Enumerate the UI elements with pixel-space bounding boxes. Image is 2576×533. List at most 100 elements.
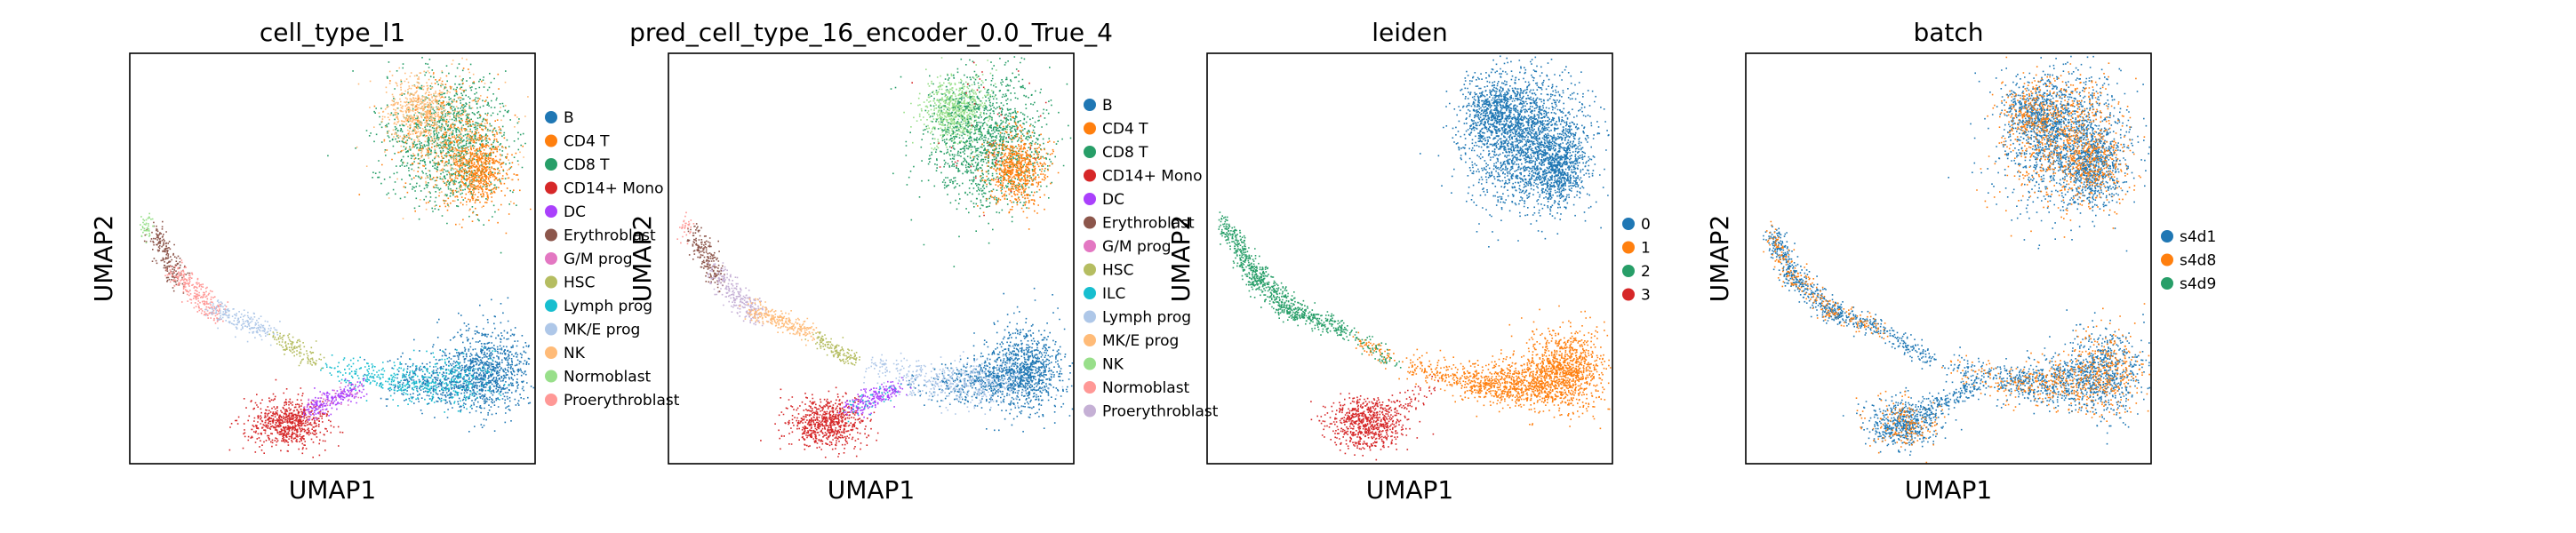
legend-marker — [1084, 404, 1096, 418]
legend-marker — [2161, 277, 2173, 290]
point-cloud-lymph-prog — [863, 352, 964, 411]
point-cloud-s4d8 — [1941, 354, 2033, 406]
legend-marker — [545, 111, 557, 123]
x-axis-label: UMAP1 — [289, 475, 377, 505]
legend-marker — [545, 205, 557, 218]
scatter-points — [676, 56, 1074, 458]
point-cloud-2 — [1354, 331, 1402, 369]
plot-frame — [129, 52, 536, 465]
legend-marker — [1084, 357, 1096, 370]
point-cloud-lymph-prog — [354, 347, 509, 413]
legend: s4d1 s4d8 s4d9 — [2161, 228, 2216, 293]
plot-frame — [1745, 52, 2152, 465]
legend-label: CD4 T — [564, 133, 610, 151]
point-cloud-normoblast — [676, 211, 695, 245]
legend-label: NK — [564, 345, 586, 362]
legend-marker — [545, 370, 557, 383]
legend: B CD4 T CD8 T CD14+ Mono DC Erythroblast G/M p… — [1084, 97, 1219, 421]
legend-marker — [545, 346, 557, 359]
scatter-points — [140, 57, 535, 458]
legend-label: G/M prog — [564, 251, 633, 268]
legend-label: NK — [1102, 356, 1124, 374]
legend-marker — [1084, 310, 1096, 323]
plot-frame — [1206, 52, 1613, 465]
point-cloud-2 — [1277, 295, 1356, 341]
point-cloud-s4d8 — [1971, 352, 2148, 413]
legend-marker — [1084, 193, 1096, 205]
panel-cell-type-l1: cell_type_l1 UMAP1 UMAP2 B CD4 T CD8 T CD14… — [89, 18, 680, 505]
point-cloud-cd8-t — [327, 57, 526, 254]
legend-label: ILC — [1102, 285, 1125, 303]
point-cloud-s4d1 — [1942, 346, 2036, 396]
legend-label: DC — [564, 203, 586, 221]
point-cloud-s4d1 — [1842, 386, 1963, 456]
legend-label: Lymph prog — [1102, 309, 1191, 327]
plot-frame — [668, 52, 1075, 465]
legend-marker — [545, 158, 557, 171]
point-cloud-mk-e-prog — [204, 299, 281, 346]
legend-marker — [1084, 169, 1096, 182]
y-axis-label: UMAP2 — [89, 215, 118, 303]
point-cloud-3 — [1386, 376, 1439, 417]
x-axis-label: UMAP1 — [1905, 475, 1993, 505]
legend-label: CD8 T — [564, 156, 610, 174]
legend-marker — [1084, 381, 1096, 394]
legend-label: Erythroblast — [1102, 215, 1195, 233]
panel-title: leiden — [1372, 18, 1448, 47]
legend-marker — [545, 252, 557, 265]
point-cloud-nk — [903, 57, 1011, 164]
legend-label: HSC — [564, 274, 595, 292]
legend-marker — [1622, 218, 1635, 230]
point-cloud-cd14-mono — [760, 386, 879, 458]
x-axis-label: UMAP1 — [828, 475, 916, 505]
point-cloud-s4d1 — [1881, 330, 1937, 370]
legend-marker — [545, 181, 557, 195]
legend-label: 1 — [1641, 240, 1651, 258]
legend-marker — [545, 322, 557, 336]
legend-label: Proerythroblast — [1102, 403, 1219, 421]
y-axis-label: UMAP2 — [628, 215, 657, 303]
point-cloud-cd4-t — [972, 111, 1060, 230]
point-cloud-s4d1 — [1973, 65, 2089, 162]
legend-marker — [1084, 216, 1096, 229]
point-cloud-erythroblast — [143, 220, 191, 294]
point-cloud-1 — [1398, 341, 1594, 418]
legend-marker — [2161, 253, 2173, 266]
panel-leiden: leiden UMAP1 UMAP2 0 1 2 3 — [1166, 18, 1651, 505]
panel-batch: batch UMAP1 UMAP2 s4d1 s4d8 s4d9 — [1705, 18, 2216, 505]
point-cloud-s4d8 — [1987, 72, 2084, 171]
point-cloud-2 — [1218, 220, 1268, 298]
panel-pred-cell-type: pred_cell_type_16_encoder_0.0_True_4 UMA… — [628, 18, 1219, 505]
point-cloud-3 — [1310, 392, 1435, 461]
legend-marker — [1622, 288, 1635, 301]
point-cloud-hsc — [268, 331, 325, 370]
legend-marker — [545, 134, 557, 147]
legend-marker — [1084, 146, 1096, 158]
point-cloud-b — [893, 356, 1059, 411]
y-axis-label: UMAP2 — [1166, 215, 1196, 303]
legend-label: Normoblast — [1102, 379, 1190, 397]
legend-marker — [1084, 334, 1096, 346]
legend-label: 0 — [1641, 216, 1651, 234]
legend-marker — [545, 228, 557, 242]
legend-label: CD14+ Mono — [1102, 168, 1202, 186]
point-cloud-cd4-t — [433, 115, 532, 224]
point-cloud-proerythroblast — [707, 262, 770, 327]
point-cloud-nk — [369, 63, 466, 160]
legend-label: B — [1102, 97, 1113, 115]
legend-marker — [1622, 265, 1635, 277]
legend-marker — [545, 275, 557, 289]
point-cloud-b — [413, 297, 535, 433]
legend-label: CD14+ Mono — [564, 180, 663, 198]
legend-label: Proerythroblast — [564, 392, 680, 410]
legend-label: s4d9 — [2180, 275, 2216, 293]
legend-marker — [545, 394, 557, 406]
point-cloud-cd8-t — [890, 56, 1072, 267]
point-cloud-lymph-prog — [320, 354, 427, 407]
legend-label: s4d8 — [2180, 252, 2216, 270]
legend-label: 3 — [1641, 287, 1651, 305]
point-cloud-normoblast — [140, 212, 155, 243]
legend: 0 1 2 3 — [1622, 216, 1651, 305]
legend-label: CD4 T — [1102, 121, 1148, 139]
y-axis-label: UMAP2 — [1705, 215, 1734, 303]
